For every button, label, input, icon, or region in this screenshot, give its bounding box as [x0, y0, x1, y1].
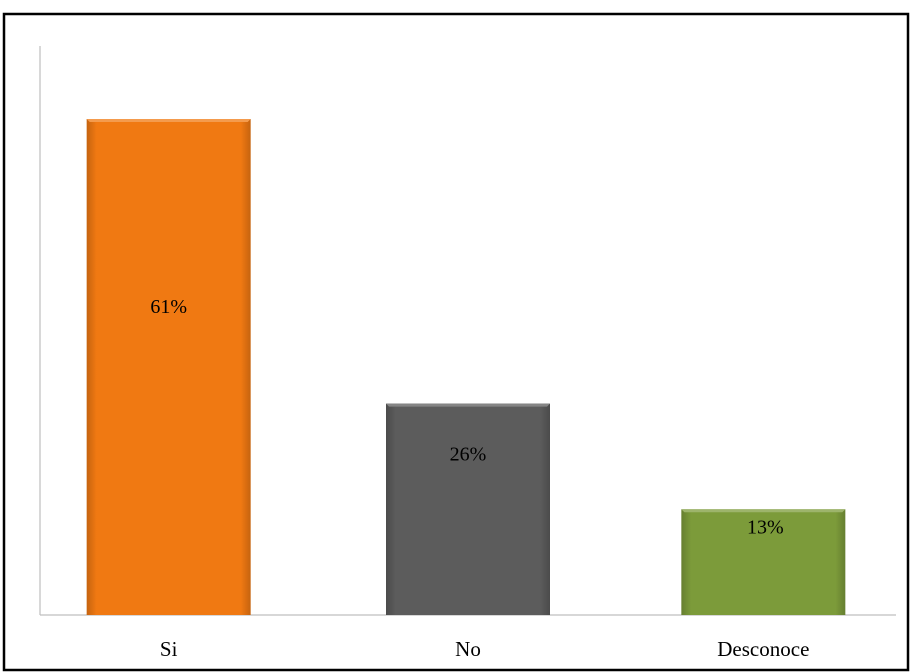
bars-group	[86, 119, 846, 615]
bar-bevel-no	[386, 403, 550, 407]
x-tick-label-si: Si	[160, 637, 178, 661]
bar-no	[386, 403, 550, 615]
data-label-desconoce: 13%	[747, 516, 784, 538]
x-tick-label-no: No	[455, 637, 481, 661]
bar-bevel-desconoce	[681, 509, 846, 513]
bar-si	[86, 119, 251, 615]
data-label-no: 26%	[450, 444, 487, 466]
bar-bevel-si	[86, 119, 251, 122]
x-tick-label-desconoce: Desconoce	[717, 637, 809, 661]
bar-desconoce	[681, 509, 846, 615]
data-label-si: 61%	[150, 296, 187, 318]
labels-group: 61% Si 26% No 13% Desconoce	[150, 296, 809, 661]
